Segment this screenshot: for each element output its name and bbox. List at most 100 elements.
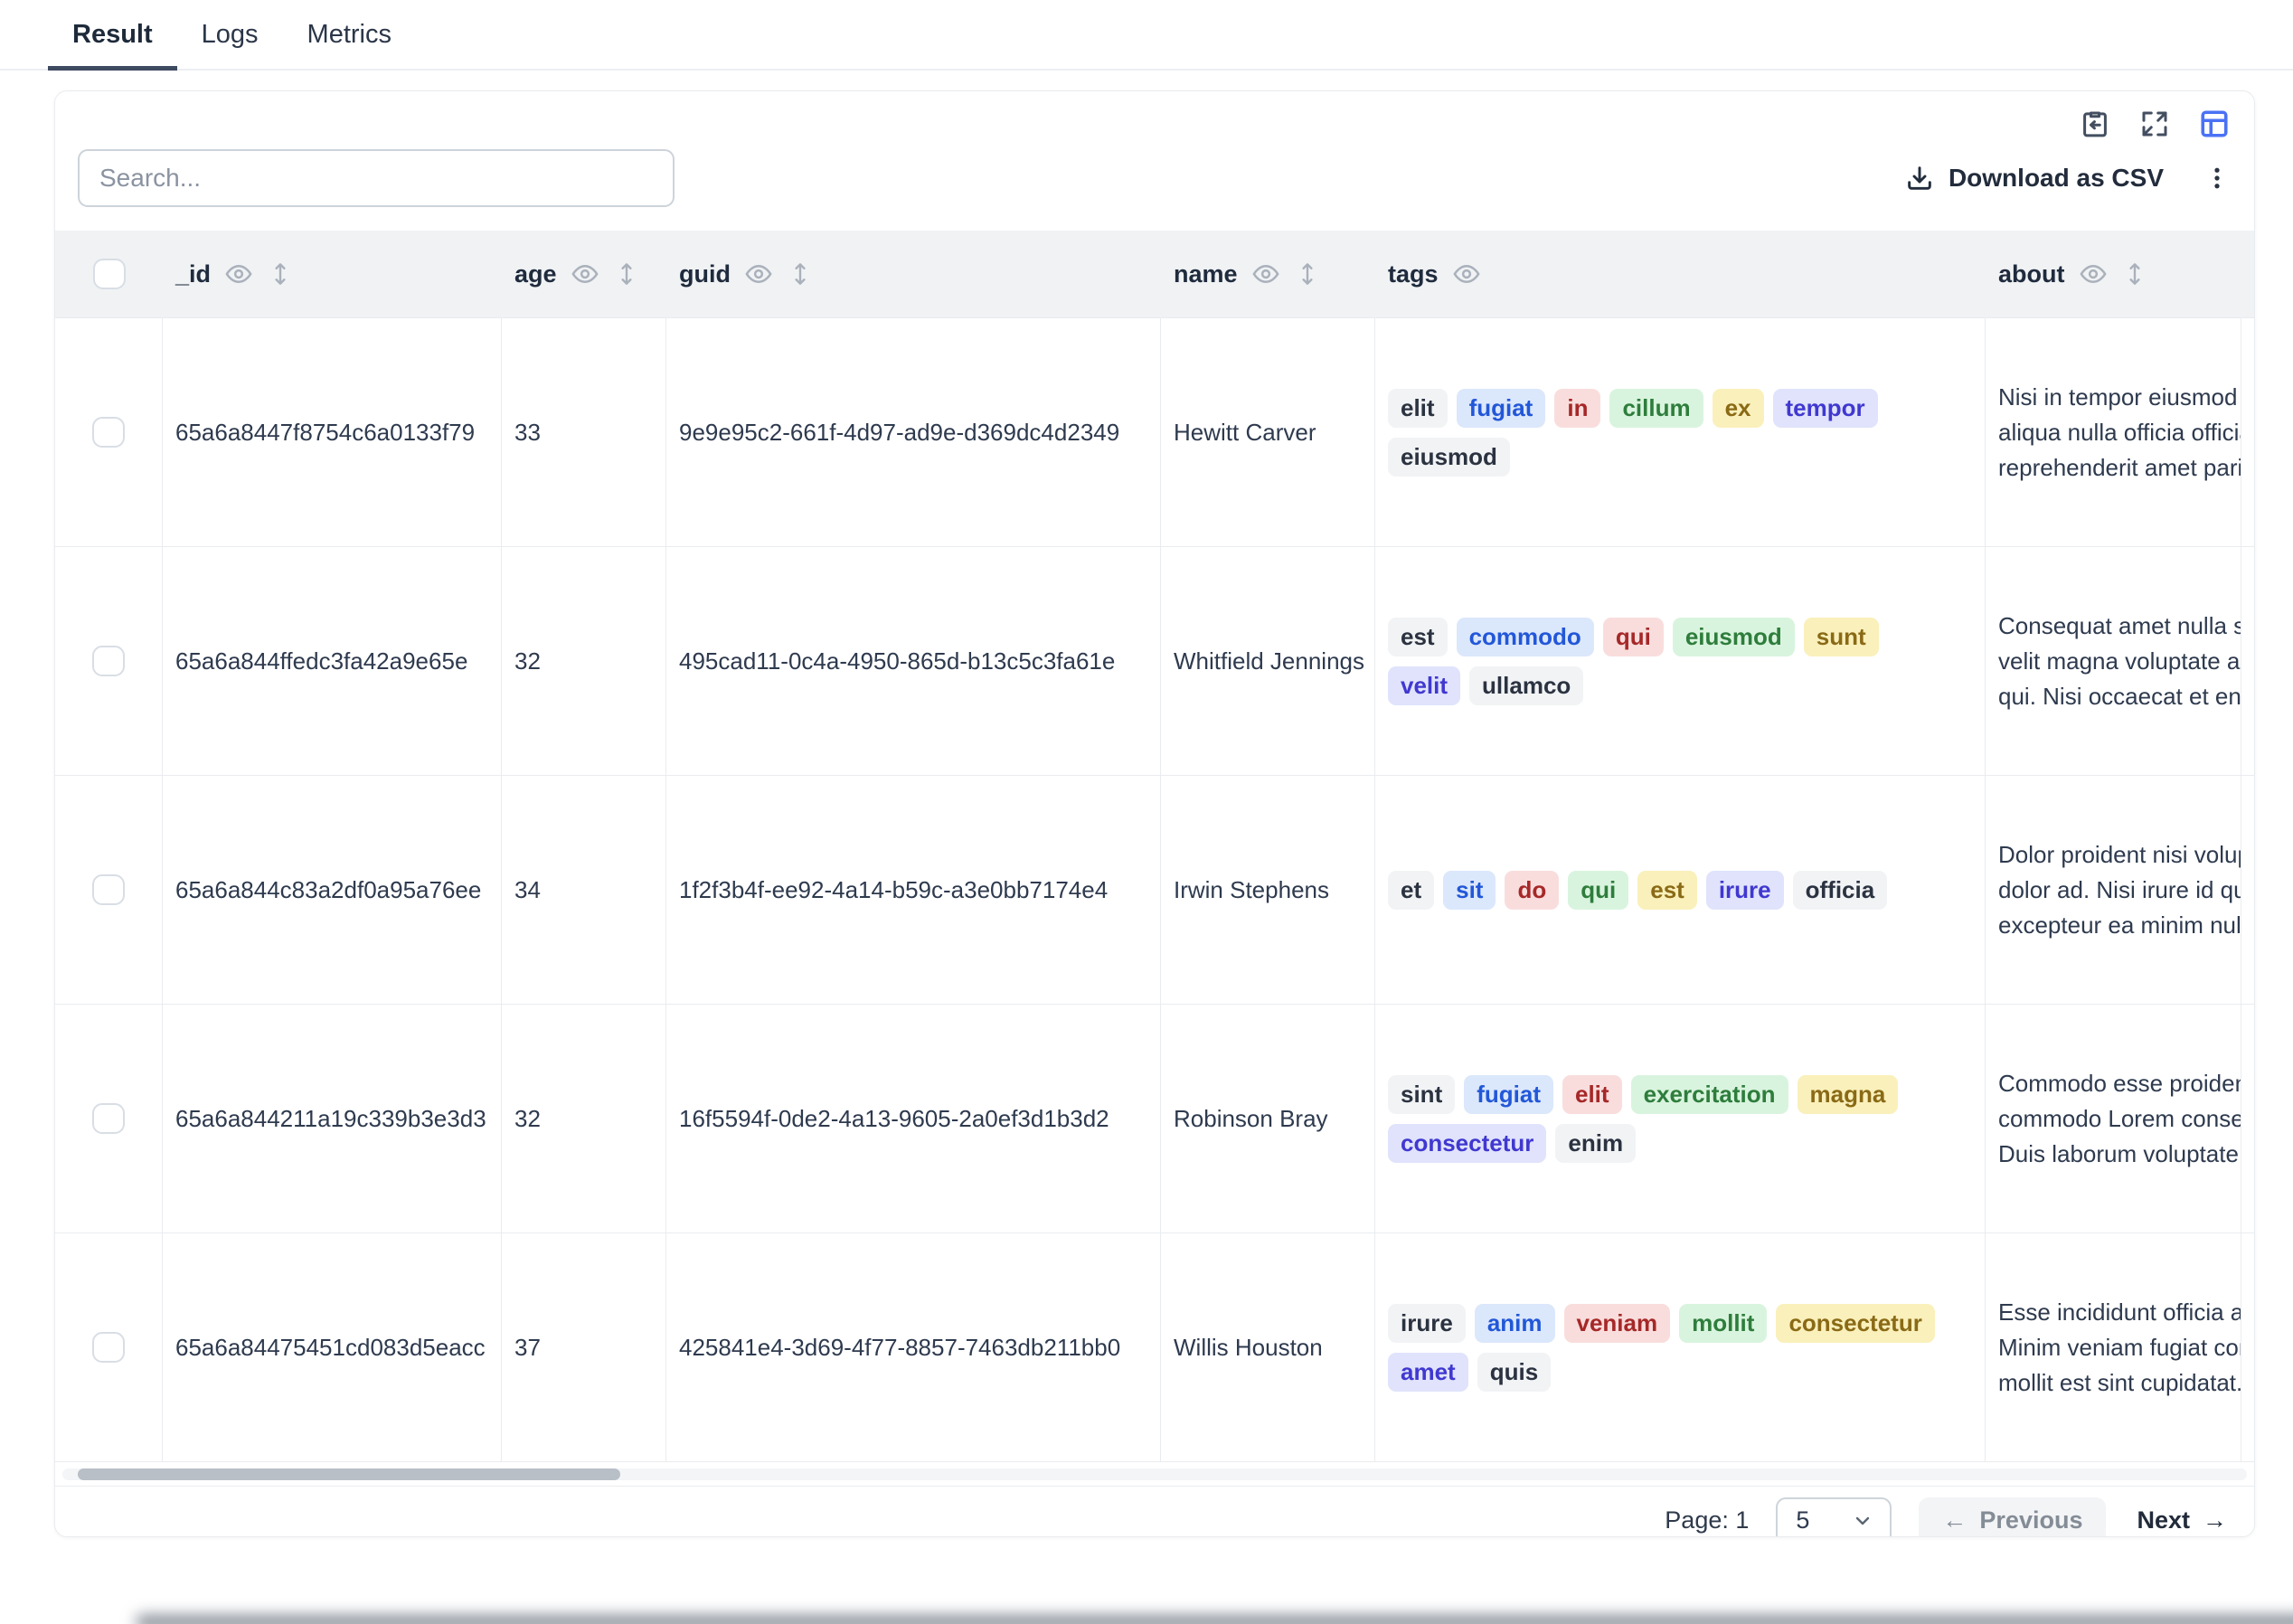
column-visibility-eye-icon[interactable] (1251, 260, 1279, 288)
select-all-checkbox[interactable] (92, 259, 126, 289)
tag-chip: tempor (1772, 388, 1878, 428)
tab-logs[interactable]: Logs (201, 20, 259, 49)
tag-chip: est (1637, 870, 1697, 910)
cell-guid: 495cad11-0c4a-4950-865d-b13c5c3fa61e (666, 547, 1161, 775)
tag-chip: ullamco (1469, 666, 1584, 705)
tag-chip: amet (1388, 1352, 1468, 1392)
cell-guid: 9e9e95c2-661f-4d97-ad9e-d369dc4d2349 (666, 318, 1161, 546)
header-cell-about: about (1986, 231, 2241, 317)
download-icon (1908, 166, 1931, 190)
pagination-bar: Page: 1 5 ← Previous Next → (55, 1486, 2254, 1537)
previous-arrow-icon: ← (1942, 1506, 1967, 1534)
expand-icon[interactable] (2138, 108, 2171, 140)
scrollbar-thumb[interactable] (78, 1468, 620, 1480)
table-body: 65a6a8447f8754c6a0133f79 33 9e9e95c2-661f-… (55, 318, 2254, 1462)
row-checkbox[interactable] (92, 874, 125, 905)
column-visibility-eye-icon[interactable] (745, 260, 772, 288)
name-value: Robinson Bray (1174, 1104, 1328, 1132)
cell-tags: sint fugiat elit exercitation magna consectet… (1375, 1005, 1986, 1232)
column-label: tags (1388, 260, 1439, 288)
cell-age: 32 (502, 1005, 666, 1232)
cell-name: Willis Houston (1161, 1233, 1375, 1461)
column-visibility-eye-icon[interactable] (1452, 260, 1480, 288)
table-view-icon[interactable] (2198, 108, 2231, 140)
row-checkbox[interactable] (92, 646, 125, 676)
cell-select (55, 318, 163, 546)
column-sort-icon[interactable] (613, 260, 640, 288)
tag-chip: eiusmod (1672, 617, 1795, 656)
copy-to-clipboard-icon[interactable] (2079, 108, 2111, 140)
previous-page-button[interactable]: ← Previous (1919, 1497, 2107, 1536)
age-value: 34 (514, 875, 541, 903)
name-value: Hewitt Carver (1174, 418, 1316, 446)
tag-chip: anim (1474, 1303, 1555, 1343)
table-toolbar: Download as CSV (55, 140, 2254, 207)
cell-name: Whitfield Jennings (1161, 547, 1375, 775)
tag-chip: mollit (1679, 1303, 1768, 1343)
column-label: age (514, 260, 557, 288)
result-card: Download as CSV _id age guid name tags about … (54, 90, 2255, 1537)
cell-tags: elit fugiat in cillum ex tempor eiusmod (1375, 318, 1986, 546)
tag-chip: irure (1388, 1303, 1466, 1343)
tag-chip: fugiat (1456, 388, 1546, 428)
cell-select (55, 776, 163, 1004)
column-sort-icon[interactable] (267, 260, 294, 288)
tag-chip: commodo (1456, 617, 1594, 656)
column-label: guid (679, 260, 731, 288)
cell-about: Consequat amet nulla sit autevelit magna… (1986, 547, 2241, 775)
more-options-icon[interactable] (2203, 165, 2231, 192)
guid-value: 495cad11-0c4a-4950-865d-b13c5c3fa61e (679, 647, 1116, 675)
tag-chip: est (1388, 617, 1448, 656)
tag-chip: eiusmod (1388, 437, 1510, 477)
column-sort-icon[interactable] (787, 260, 814, 288)
cell-about: Commodo esse proident excommodo Lorem co… (1986, 1005, 2241, 1232)
tab-result[interactable]: Result (48, 4, 177, 71)
cell-stub (2241, 547, 2254, 775)
guid-value: 16f5594f-0de2-4a13-9605-2a0ef3d1b3d2 (679, 1104, 1109, 1132)
name-value: Irwin Stephens (1174, 875, 1329, 903)
about-text: Dolor proident nisi voluptatedolor ad. N… (1998, 840, 2241, 939)
page-size-select[interactable]: 5 (1776, 1497, 1892, 1536)
age-value: 37 (514, 1333, 541, 1361)
about-text: Nisi in tempor eiusmod nullaaliqua nulla… (1998, 382, 2241, 481)
column-sort-icon[interactable] (1294, 260, 1321, 288)
tag-chip: qui (1568, 870, 1629, 910)
cell-id: 65a6a844ffedc3fa42a9e65e (163, 547, 502, 775)
id-value: 65a6a8447f8754c6a0133f79 (175, 418, 476, 446)
tab-metrics[interactable]: Metrics (307, 20, 392, 49)
cell-name: Hewitt Carver (1161, 318, 1375, 546)
row-checkbox[interactable] (92, 1332, 125, 1363)
cell-stub (2241, 318, 2254, 546)
tag-chip: velit (1388, 666, 1461, 705)
age-value: 33 (514, 418, 541, 446)
column-visibility-eye-icon[interactable] (225, 260, 252, 288)
about-text: Consequat amet nulla sit autevelit magna… (1998, 611, 2241, 710)
id-value: 65a6a844211a19c339b3e3d3 (175, 1104, 486, 1132)
tag-chip: sit (1443, 870, 1496, 910)
column-sort-icon[interactable] (2121, 260, 2148, 288)
tag-chip: sunt (1803, 617, 1879, 656)
cell-age: 33 (502, 318, 666, 546)
cell-select (55, 547, 163, 775)
next-arrow-icon: → (2203, 1506, 2227, 1534)
tag-chip: do (1505, 870, 1560, 910)
cell-id: 65a6a84475451cd083d5eacc (163, 1233, 502, 1461)
header-cell-tags: tags (1375, 231, 1986, 317)
tag-chip: sint (1388, 1074, 1456, 1114)
row-checkbox[interactable] (92, 1103, 125, 1134)
tag-chip: consectetur (1776, 1303, 1935, 1343)
guid-value: 9e9e95c2-661f-4d97-ad9e-d369dc4d2349 (679, 418, 1120, 446)
column-visibility-eye-icon[interactable] (2079, 260, 2107, 288)
id-value: 65a6a84475451cd083d5eacc (175, 1333, 486, 1361)
cell-about: Esse incididunt officia adipisMinim veni… (1986, 1233, 2241, 1461)
next-page-button[interactable]: Next → (2133, 1497, 2231, 1537)
age-value: 32 (514, 647, 541, 675)
row-checkbox[interactable] (92, 417, 125, 448)
tag-chip: qui (1602, 617, 1664, 656)
download-csv-button[interactable]: Download as CSV (1905, 164, 2164, 193)
cell-age: 34 (502, 776, 666, 1004)
search-input[interactable] (78, 149, 675, 207)
column-label: _id (175, 260, 212, 288)
column-visibility-eye-icon[interactable] (571, 260, 599, 288)
about-text: Commodo esse proident excommodo Lorem co… (1998, 1069, 2241, 1167)
